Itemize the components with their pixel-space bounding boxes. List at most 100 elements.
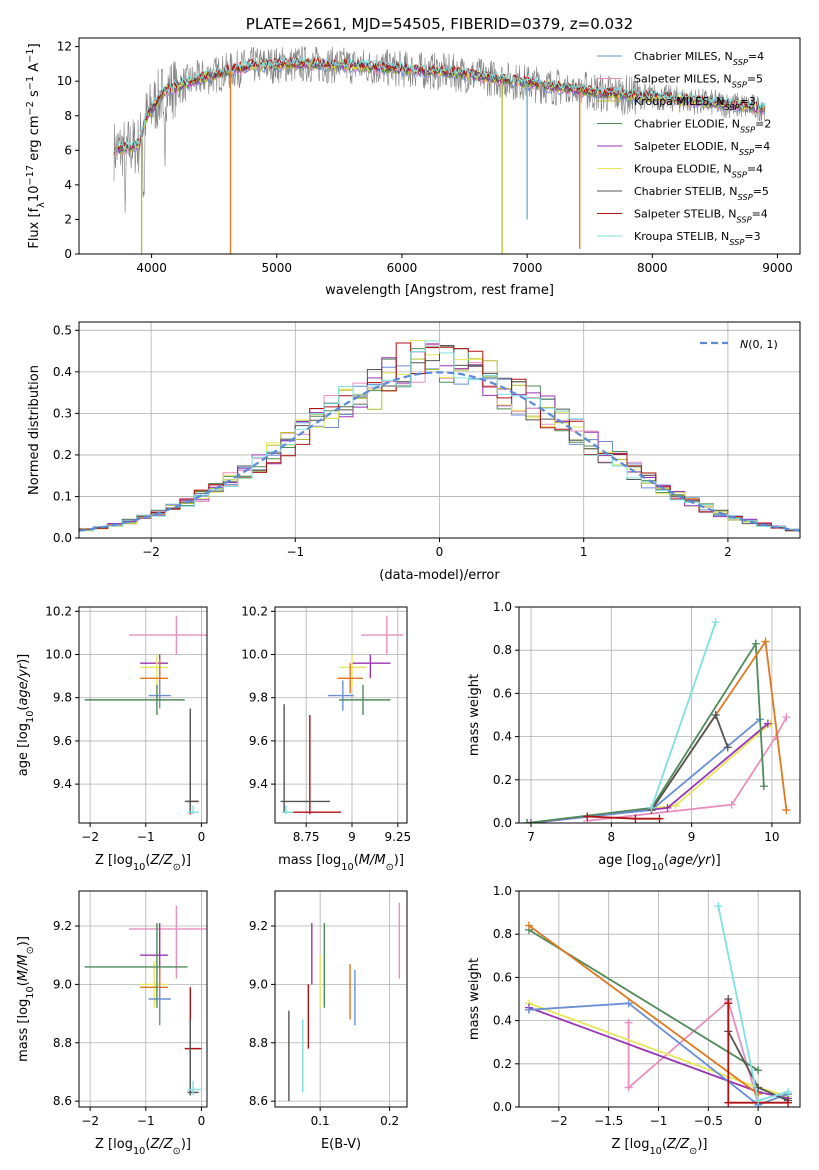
x-axis-label: wavelength [Angstrom, rest frame] <box>325 283 554 298</box>
legend: Chabrier MILES, NSSP=4 Salpeter MILES, NS… <box>597 50 771 247</box>
y-axis-label: Normed distribution <box>27 365 42 495</box>
errorbar-point <box>339 654 367 687</box>
x-tick-label: 1 <box>580 545 588 559</box>
errorbar-point <box>187 805 199 815</box>
legend-entry: Kroupa ELODIE, NSSP=4 <box>634 163 763 180</box>
mass-weight-marker <box>527 819 536 823</box>
x-tick-label: 9.25 <box>384 830 411 844</box>
x-tick-label: 5000 <box>262 261 293 275</box>
mass-weight-marker <box>711 711 720 719</box>
normal-reference-curve <box>79 371 800 532</box>
x-tick-label: 0 <box>754 1114 762 1128</box>
x-tick-label: −1.5 <box>594 1114 623 1128</box>
panel-age-vs-mass: 8.75 9 9.25 9.4 9.6 9.8 10.0 10.2 mass [log10(M/… <box>241 604 411 872</box>
x-tick-label: −2 <box>81 830 99 844</box>
y-tick-label: 0.0 <box>493 1100 512 1114</box>
y-tick-label: 8.8 <box>53 1036 72 1050</box>
panel-mass-vs-ebv: 0.1 0.2 8.6 8.8 9.0 9.2 E(B-V) <box>249 890 408 1152</box>
mass-weight-marker <box>754 1096 763 1105</box>
axes: 0.1 0.2 8.6 8.8 9.0 9.2 E(B-V) <box>249 890 408 1152</box>
axes: 7 8 9 10 0.0 0.2 0.4 0.6 0.8 1.0 age [log10(age/yr… <box>467 600 801 873</box>
mass-weight-marker <box>763 719 772 728</box>
y-tick-label: 9.8 <box>249 691 268 705</box>
y-tick-label: 0.4 <box>493 1014 512 1028</box>
axes-frame <box>78 606 208 824</box>
gridlines <box>519 890 800 1108</box>
y-tick-label: 0.4 <box>53 365 72 379</box>
mass-weight-marker <box>751 639 760 648</box>
mass-weight-marker <box>647 803 656 812</box>
mass-weight-marker <box>524 921 533 930</box>
errorbar-point <box>361 615 404 655</box>
residual-histogram <box>79 340 800 532</box>
mass-weight-line <box>627 999 759 1103</box>
x-tick-label: 9 <box>688 830 696 844</box>
x-tick-label: −2 <box>81 1114 99 1128</box>
y-tick-label: 10 <box>57 74 72 88</box>
axes: 4000 5000 6000 7000 8000 9000 0 2 4 6 8 10 12 PLATE=2… <box>25 15 801 298</box>
y-axis-label: mass weight <box>467 674 482 756</box>
mass-weight-marker <box>663 803 672 812</box>
plot-area <box>113 46 766 254</box>
gridlines <box>519 606 800 824</box>
model-spectrum-line <box>113 61 766 158</box>
y-tick-label: 1.0 <box>493 884 512 898</box>
axes-frame <box>274 890 408 1108</box>
legend-entry: N(0, 1) <box>740 338 778 351</box>
mass-weight-line <box>587 716 788 822</box>
legend-entry: Salpeter STELIB, NSSP=4 <box>634 208 768 225</box>
mass-weight-marker <box>761 637 770 646</box>
x-tick-label: −1 <box>286 545 304 559</box>
panel-residuals: −2 −1 0 1 2 0.0 0.1 0.2 0.3 0.4 0.5 (data-model)/er… <box>27 321 801 583</box>
x-tick-label: 8000 <box>637 261 668 275</box>
mass-weight-line <box>526 718 761 823</box>
y-axis-label: mass weight <box>467 958 482 1040</box>
mass-weight-line <box>526 640 765 823</box>
y-tick-label: 0.8 <box>493 643 512 657</box>
x-axis-label: age [log10(age/yr)] <box>598 853 721 873</box>
y-tick-label: 0.6 <box>493 970 512 984</box>
legend-entry: Chabrier MILES, NSSP=4 <box>634 50 764 67</box>
mass-weight-marker <box>782 713 791 722</box>
y-tick-label: 8.6 <box>53 1094 72 1108</box>
x-tick-label: 0 <box>198 830 206 844</box>
y-tick-label: 4 <box>64 178 72 192</box>
x-tick-label: 0 <box>436 545 444 559</box>
plot-area <box>288 902 401 1102</box>
axes-frame <box>78 890 208 1108</box>
axes-frame <box>274 606 408 824</box>
y-tick-label: 0.2 <box>53 448 72 462</box>
errorbar-point <box>328 680 354 711</box>
errorbar-point <box>140 961 169 1008</box>
x-axis-label: Z [log10(Z/Z⊙)] <box>612 1137 708 1157</box>
y-tick-label: 0 <box>64 247 72 261</box>
mass-weight-marker <box>523 819 532 823</box>
y-tick-label: 9.2 <box>53 919 72 933</box>
axes-frame <box>518 606 801 824</box>
mass-weight-marker <box>782 806 791 815</box>
errorbar-point <box>84 684 185 715</box>
x-axis-label: mass [log10(M/M⊙)] <box>278 853 404 873</box>
y-tick-label: 0.4 <box>493 730 512 744</box>
y-tick-label: 9.4 <box>249 777 268 791</box>
errorbar-point <box>129 615 207 655</box>
errorbar-point <box>84 923 188 1008</box>
plot-area <box>280 615 404 815</box>
y-tick-label: 10.2 <box>45 604 72 618</box>
y-tick-label: 9.4 <box>53 777 72 791</box>
x-tick-label: 0 <box>198 1114 206 1128</box>
panel-age-vs-Z: −2 −1 0 9.4 9.6 9.8 10.0 10.2 Z [log10(Z/Z⊙)] age… <box>16 604 208 873</box>
x-tick-label: −1 <box>650 1114 668 1128</box>
x-tick-label: −1 <box>137 1114 155 1128</box>
y-tick-label: 0.8 <box>493 927 512 941</box>
legend-entry: Chabrier ELODIE, NSSP=2 <box>634 118 771 135</box>
errorbar-point <box>187 1080 202 1096</box>
mass-weight-marker <box>624 1018 633 1027</box>
plot-area <box>523 618 791 823</box>
legend-entry: Kroupa MILES, NSSP=3 <box>634 95 756 112</box>
y-tick-label: 8.6 <box>249 1094 268 1108</box>
errorbar-point <box>337 663 363 694</box>
y-tick-label: 1.0 <box>493 600 512 614</box>
y-tick-label: 12 <box>57 40 72 54</box>
y-tick-label: 0.6 <box>493 686 512 700</box>
